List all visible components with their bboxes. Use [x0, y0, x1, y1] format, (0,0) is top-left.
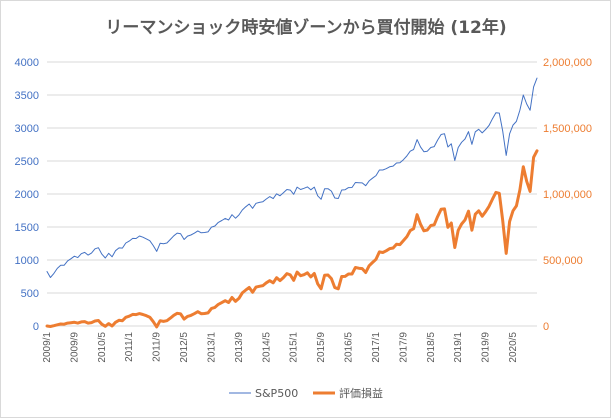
legend: S&P500 評価損益 [229, 386, 383, 400]
y-right-tick-label: 2,000,000 [543, 57, 592, 69]
x-tick-label: 2015/1 [289, 332, 300, 363]
y-left-tick-label: 1500 [15, 222, 39, 234]
legend-valuation-label: 評価損益 [339, 386, 383, 400]
x-tick-label: 2009/9 [69, 332, 80, 363]
y-left-tick-label: 4000 [15, 57, 39, 69]
x-tick-label: 2013/1 [206, 332, 217, 363]
y-left-tick-label: 500 [21, 288, 39, 300]
y-left-tick-label: 3500 [15, 90, 39, 102]
x-tick-label: 2017/1 [371, 332, 382, 363]
x-tick-label: 2011/9 [152, 332, 163, 362]
y-right-tick-label: 0 [543, 321, 549, 333]
x-tick-label: 2018/5 [426, 332, 437, 363]
x-tick-label: 2019/9 [481, 332, 492, 363]
y-left-tick-label: 3000 [15, 123, 39, 135]
x-tick-label: 2015/9 [316, 332, 327, 363]
x-tick-label: 2014/5 [261, 332, 272, 363]
series-line-valuation [45, 149, 539, 329]
y-right-tick-label: 1,500,000 [543, 123, 592, 135]
series-lines [45, 77, 539, 329]
x-axis-ticks: 2009/1 2009/9 2010/5 2011/1 2011/9 2012/5 2013… [42, 332, 519, 363]
y-left-tick-label: 2500 [15, 156, 39, 168]
chart-title: リーマンショック時安値ゾーンから買付開始 (12年) [105, 17, 506, 38]
x-tick-label: 2013/9 [234, 332, 245, 363]
y-left-tick-label: 0 [33, 321, 39, 333]
x-tick-label: 2009/1 [42, 332, 53, 363]
x-tick-label: 2017/9 [398, 332, 409, 363]
y-left-tick-label: 1000 [15, 255, 39, 267]
x-tick-label: 2010/5 [97, 332, 108, 363]
right-axis-ticks: 0 500,000 1,000,000 1,500,000 2,000,000 [543, 57, 592, 333]
x-tick-label: 2019/1 [453, 332, 464, 363]
legend-sp500-label: S&P500 [255, 387, 298, 400]
series-line-sp500 [46, 77, 538, 278]
x-tick-label: 2020/5 [508, 332, 519, 363]
y-left-tick-label: 2000 [15, 189, 39, 201]
x-tick-label: 2012/5 [179, 332, 190, 363]
left-axis-ticks: 0 500 1000 1500 2000 2500 3000 3500 4000 [15, 57, 39, 333]
y-right-tick-label: 1,000,000 [543, 189, 592, 201]
x-tick-label: 2011/1 [124, 332, 135, 362]
gridlines [47, 61, 537, 327]
y-right-tick-label: 500,000 [543, 255, 583, 267]
x-tick-label: 2016/5 [344, 332, 355, 363]
